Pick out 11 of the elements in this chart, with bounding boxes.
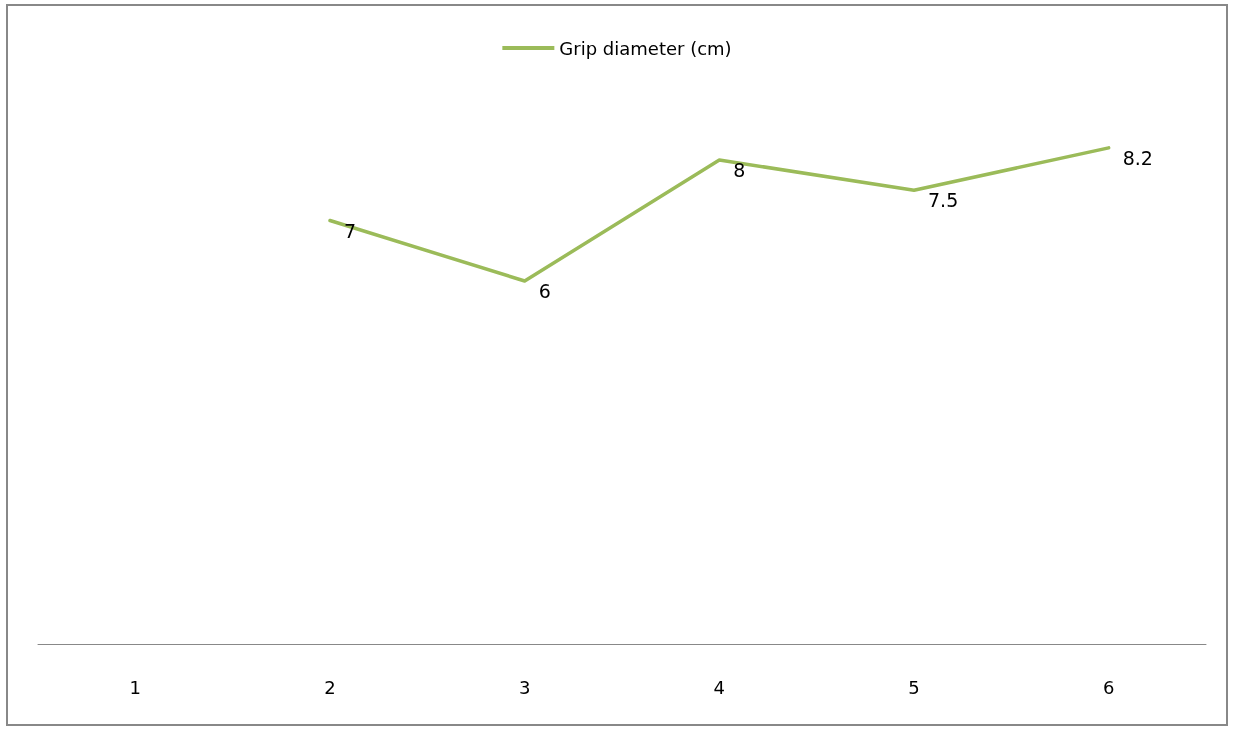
data-label: 8 xyxy=(733,159,746,181)
x-tick-label: 5 xyxy=(908,676,920,698)
legend-label: Grip diameter (cm) xyxy=(559,37,732,59)
data-label: 6 xyxy=(538,280,551,302)
x-tick-label: 4 xyxy=(713,676,726,698)
x-tick-label: 3 xyxy=(518,676,531,698)
x-tick-label: 1 xyxy=(129,676,142,698)
data-label: 7.5 xyxy=(928,189,959,212)
x-tick-label: 2 xyxy=(324,676,336,698)
data-label: 8.2 xyxy=(1122,146,1153,169)
x-tick-label: 6 xyxy=(1102,676,1115,698)
